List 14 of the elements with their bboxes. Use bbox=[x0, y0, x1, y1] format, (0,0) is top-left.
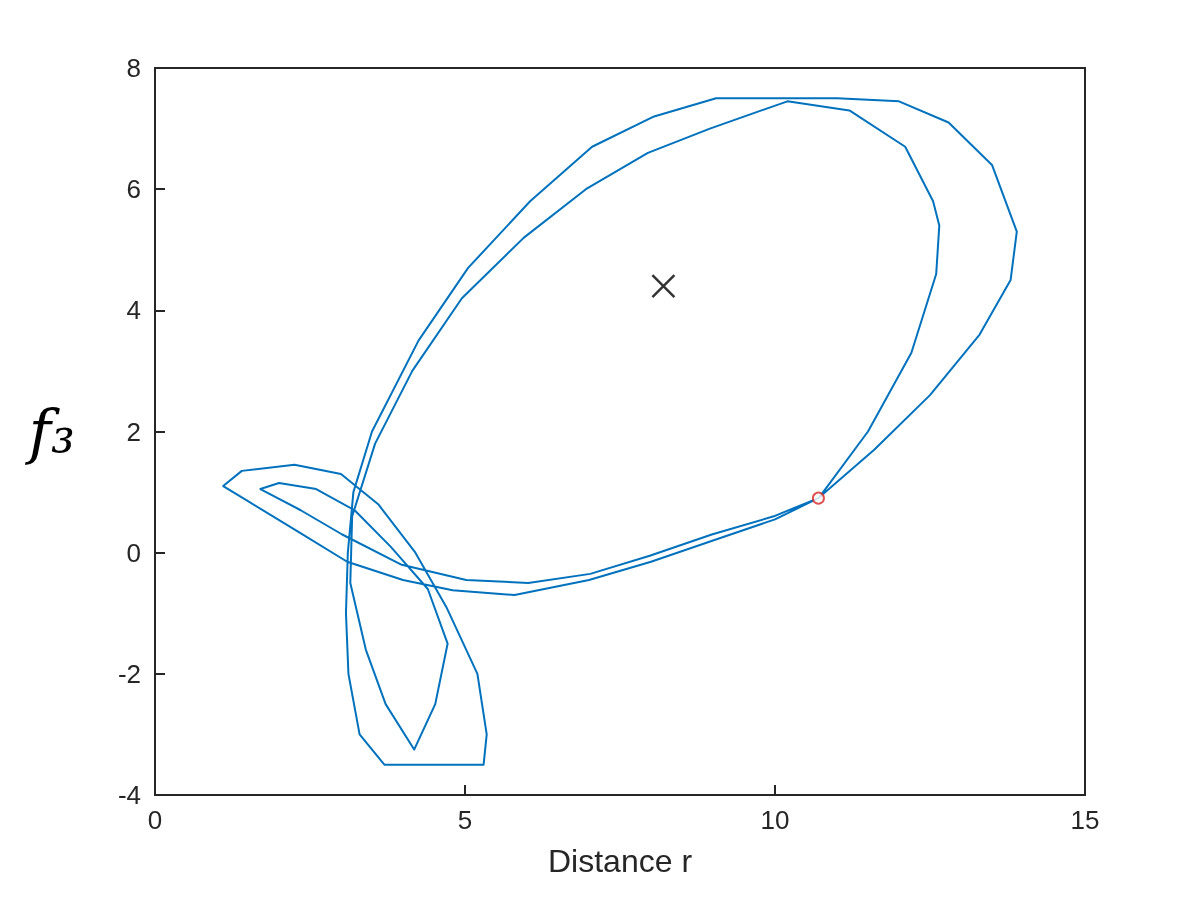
x-tick-label: 5 bbox=[457, 805, 473, 835]
y-tick-label: 8 bbox=[126, 53, 141, 83]
y-tick-label: -4 bbox=[117, 780, 141, 810]
x-axis-title: Distance r bbox=[547, 843, 693, 879]
line-series bbox=[222, 97, 1018, 766]
y-tick-label: -2 bbox=[117, 658, 141, 689]
x-tick-label: 10 bbox=[760, 805, 790, 835]
x-tick-label: 0 bbox=[147, 805, 163, 835]
y-tick-label: 2 bbox=[126, 416, 141, 447]
y-tick-label: 6 bbox=[126, 174, 141, 205]
y-tick-label: 4 bbox=[126, 295, 141, 326]
y-tick-label: 0 bbox=[126, 537, 141, 568]
y-axis-title: f₃ bbox=[24, 396, 75, 467]
x-tick-label: 15 bbox=[1070, 805, 1100, 835]
